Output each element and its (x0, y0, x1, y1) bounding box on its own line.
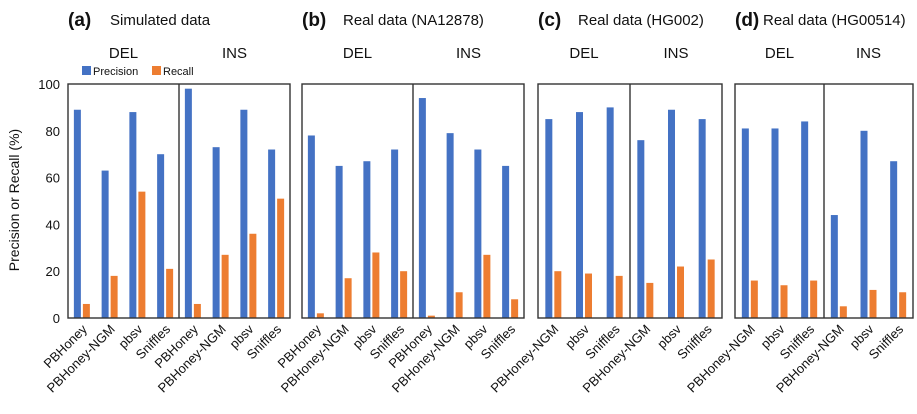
bar-recall (372, 252, 380, 318)
panel-letter: (a) (68, 10, 91, 31)
y-tick-label: 80 (46, 124, 60, 139)
bar-precision (418, 98, 426, 318)
bar-recall (646, 282, 654, 318)
bar-precision (830, 215, 838, 318)
panel-title: Real data (HG002) (578, 12, 704, 29)
y-tick-label: 40 (46, 217, 60, 232)
bar-recall (707, 259, 715, 318)
y-tick-label: 100 (38, 77, 60, 92)
group-label: INS (856, 45, 881, 62)
bar-precision (698, 119, 706, 318)
bar-precision (212, 147, 220, 318)
legend-label-recall: Recall (163, 66, 194, 78)
bar-recall (400, 271, 408, 318)
bar-recall (677, 266, 684, 318)
bar-precision (545, 119, 553, 318)
group-label: INS (222, 45, 247, 62)
y-tick-label: 0 (53, 311, 60, 326)
bar-recall (277, 198, 285, 318)
bar-recall (585, 273, 592, 318)
bar-precision (771, 128, 779, 318)
panel-letter: (d) (735, 10, 759, 31)
group-label: DEL (343, 45, 372, 62)
group-label: DEL (569, 45, 598, 62)
category-label: Sniffles (866, 321, 907, 362)
bar-recall (511, 299, 519, 318)
panel-frame (67, 83, 291, 319)
legend: Precision Recall (82, 66, 194, 78)
panel-title: Real data (NA12878) (343, 12, 484, 29)
bar-precision (363, 161, 371, 318)
legend-swatch-recall (152, 66, 161, 75)
bar-recall (249, 233, 257, 318)
group-label: DEL (765, 45, 794, 62)
bar-precision (335, 165, 343, 318)
bar-precision (446, 133, 454, 318)
bar-recall (554, 271, 562, 318)
bar-recall (427, 315, 435, 318)
bar-recall (780, 285, 788, 318)
y-tick-label: 60 (46, 171, 60, 186)
panel-frame (537, 83, 723, 319)
bar-precision (890, 161, 898, 318)
y-tick-label: 20 (46, 264, 60, 279)
group-label: INS (456, 45, 481, 62)
legend-label-precision: Precision (93, 66, 138, 78)
bar-precision (268, 149, 276, 318)
bar-precision (860, 130, 868, 318)
bar-precision (240, 109, 248, 319)
bar-recall (869, 289, 877, 318)
bar-precision (184, 88, 192, 319)
panel-letter: (b) (302, 10, 326, 31)
bar-recall (483, 254, 491, 318)
bar-precision (637, 140, 645, 318)
bar-recall (899, 292, 907, 318)
bar-recall (110, 275, 118, 318)
bar-precision (741, 128, 749, 318)
group-label: DEL (109, 45, 138, 62)
bar-precision (157, 154, 165, 318)
panel-title: Simulated data (110, 12, 211, 29)
bar-precision (502, 165, 510, 318)
bar-precision (801, 121, 809, 318)
panel-frame (734, 83, 914, 319)
bar-recall (839, 306, 847, 318)
bar-precision (391, 149, 399, 318)
bar-recall (344, 278, 352, 318)
panel-title: Real data (HG00514) (763, 12, 906, 29)
panel-letter: (c) (538, 10, 561, 31)
bar-recall (82, 303, 90, 318)
y-axis-label: Precision or Recall (%) (6, 129, 22, 271)
bar-recall (316, 313, 324, 318)
panel-frame (301, 83, 525, 319)
bar-precision (474, 149, 482, 318)
bar-precision (576, 112, 583, 318)
bar-precision (101, 170, 109, 318)
bar-precision (73, 109, 81, 319)
bar-recall (193, 303, 201, 318)
bar-recall (221, 254, 229, 318)
bar-precision (668, 109, 675, 319)
y-axis-ticks: 0 20 40 60 80 100 (38, 77, 60, 326)
bar-recall (615, 275, 623, 318)
panel: (b) Real data (NA12878)DELPBHoneyPBHoney-… (275, 10, 525, 395)
bar-precision (606, 107, 614, 319)
bar-recall (810, 280, 818, 318)
bar-recall (455, 292, 463, 318)
legend-swatch-precision (82, 66, 91, 75)
bar-precision (307, 135, 315, 318)
bar-recall (750, 280, 758, 318)
group-label: INS (663, 45, 688, 62)
bar-precision (129, 112, 137, 318)
bar-recall (166, 268, 174, 318)
category-label: Sniffles (674, 321, 715, 362)
bar-recall (138, 191, 146, 318)
